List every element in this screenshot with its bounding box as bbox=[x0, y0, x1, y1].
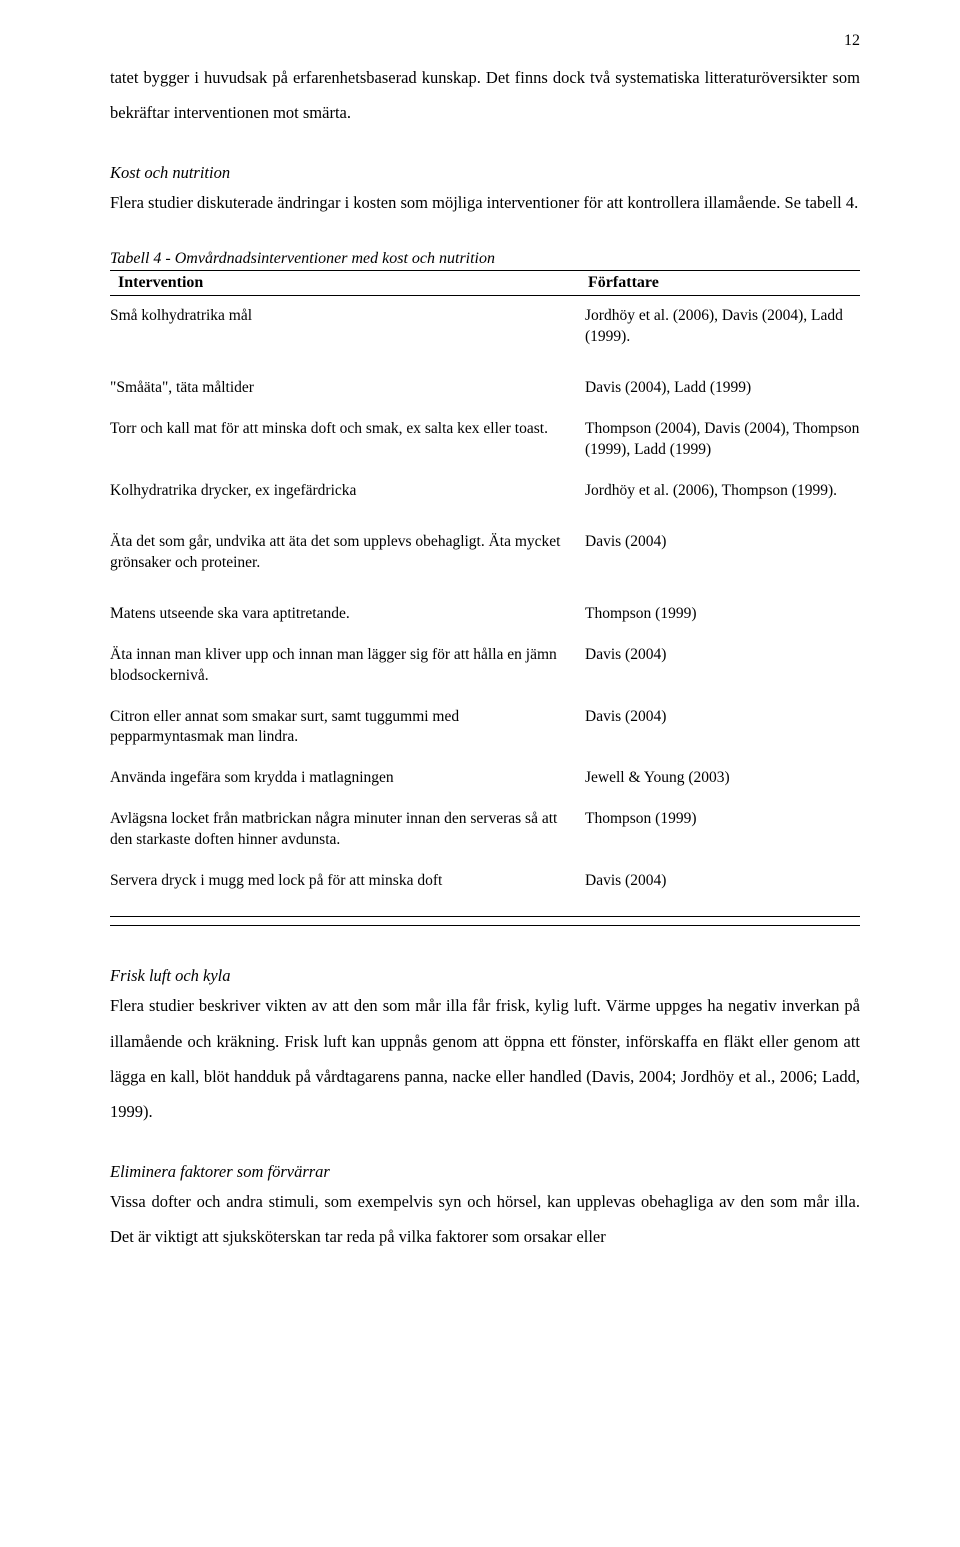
intervention-cell: Avlägsna locket från matbrickan några mi… bbox=[110, 809, 585, 851]
intervention-cell: Torr och kall mat för att minska doft oc… bbox=[110, 419, 585, 461]
table-row: Använda ingefära som krydda i matlagning… bbox=[110, 758, 860, 799]
table4-header-intervention: Intervention bbox=[118, 274, 588, 292]
intervention-cell: Servera dryck i mugg med lock på för att… bbox=[110, 871, 585, 892]
intervention-cell: Äta det som går, undvika att äta det som… bbox=[110, 532, 585, 574]
body-paragraph: tatet bygger i huvudsak på erfarenhetsba… bbox=[110, 60, 860, 131]
section-heading-eliminera: Eliminera faktorer som förvärrar bbox=[110, 1162, 860, 1182]
page-number: 12 bbox=[844, 32, 860, 50]
body-paragraph: Flera studier diskuterade ändringar i ko… bbox=[110, 185, 860, 220]
table-row: Citron eller annat som smakar surt, samt… bbox=[110, 697, 860, 759]
table-row: Äta det som går, undvika att äta det som… bbox=[110, 522, 860, 584]
table4-caption: Tabell 4 - Omvårdnadsinterventioner med … bbox=[110, 250, 860, 271]
table-row: Servera dryck i mugg med lock på för att… bbox=[110, 861, 860, 902]
table-row: Avlägsna locket från matbrickan några mi… bbox=[110, 799, 860, 861]
table4-header-row: Intervention Författare bbox=[110, 271, 860, 296]
intervention-cell: Äta innan man kliver upp och innan man l… bbox=[110, 645, 585, 687]
table-row: Äta innan man kliver upp och innan man l… bbox=[110, 635, 860, 697]
table-row: Kolhydratrika drycker, ex ingefärdricka … bbox=[110, 471, 860, 512]
table4-header-author: Författare bbox=[588, 274, 870, 292]
section-heading-frisk: Frisk luft och kyla bbox=[110, 966, 860, 986]
intervention-cell: Citron eller annat som smakar surt, samt… bbox=[110, 707, 585, 749]
author-cell: Jordhöy et al. (2006), Davis (2004), Lad… bbox=[585, 306, 870, 348]
table4-end-rule bbox=[110, 925, 860, 926]
author-cell: Davis (2004) bbox=[585, 871, 870, 892]
intervention-cell: Använda ingefära som krydda i matlagning… bbox=[110, 768, 585, 789]
table-row: Torr och kall mat för att minska doft oc… bbox=[110, 409, 860, 471]
section-heading-kost: Kost och nutrition bbox=[110, 163, 860, 183]
author-cell: Davis (2004) bbox=[585, 532, 870, 574]
table4-body: Små kolhydratrika mål Jordhöy et al. (20… bbox=[110, 296, 860, 917]
intervention-cell: "Småäta", täta måltider bbox=[110, 378, 585, 399]
author-cell: Thompson (1999) bbox=[585, 604, 870, 625]
table-row: "Småäta", täta måltider Davis (2004), La… bbox=[110, 368, 860, 409]
body-paragraph: Vissa dofter och andra stimuli, som exem… bbox=[110, 1184, 860, 1255]
author-cell: Thompson (2004), Davis (2004), Thompson … bbox=[585, 419, 870, 461]
author-cell: Davis (2004) bbox=[585, 645, 870, 687]
author-cell: Davis (2004), Ladd (1999) bbox=[585, 378, 870, 399]
body-paragraph: Flera studier beskriver vikten av att de… bbox=[110, 988, 860, 1130]
intervention-cell: Kolhydratrika drycker, ex ingefärdricka bbox=[110, 481, 585, 502]
intervention-cell: Små kolhydratrika mål bbox=[110, 306, 585, 348]
author-cell: Thompson (1999) bbox=[585, 809, 870, 851]
intervention-cell: Matens utseende ska vara aptitretande. bbox=[110, 604, 585, 625]
page: 12 tatet bygger i huvudsak på erfarenhet… bbox=[0, 0, 960, 1325]
table-row: Små kolhydratrika mål Jordhöy et al. (20… bbox=[110, 296, 860, 358]
table-row: Matens utseende ska vara aptitretande. T… bbox=[110, 594, 860, 635]
author-cell: Jewell & Young (2003) bbox=[585, 768, 870, 789]
author-cell: Davis (2004) bbox=[585, 707, 870, 749]
author-cell: Jordhöy et al. (2006), Thompson (1999). bbox=[585, 481, 870, 502]
